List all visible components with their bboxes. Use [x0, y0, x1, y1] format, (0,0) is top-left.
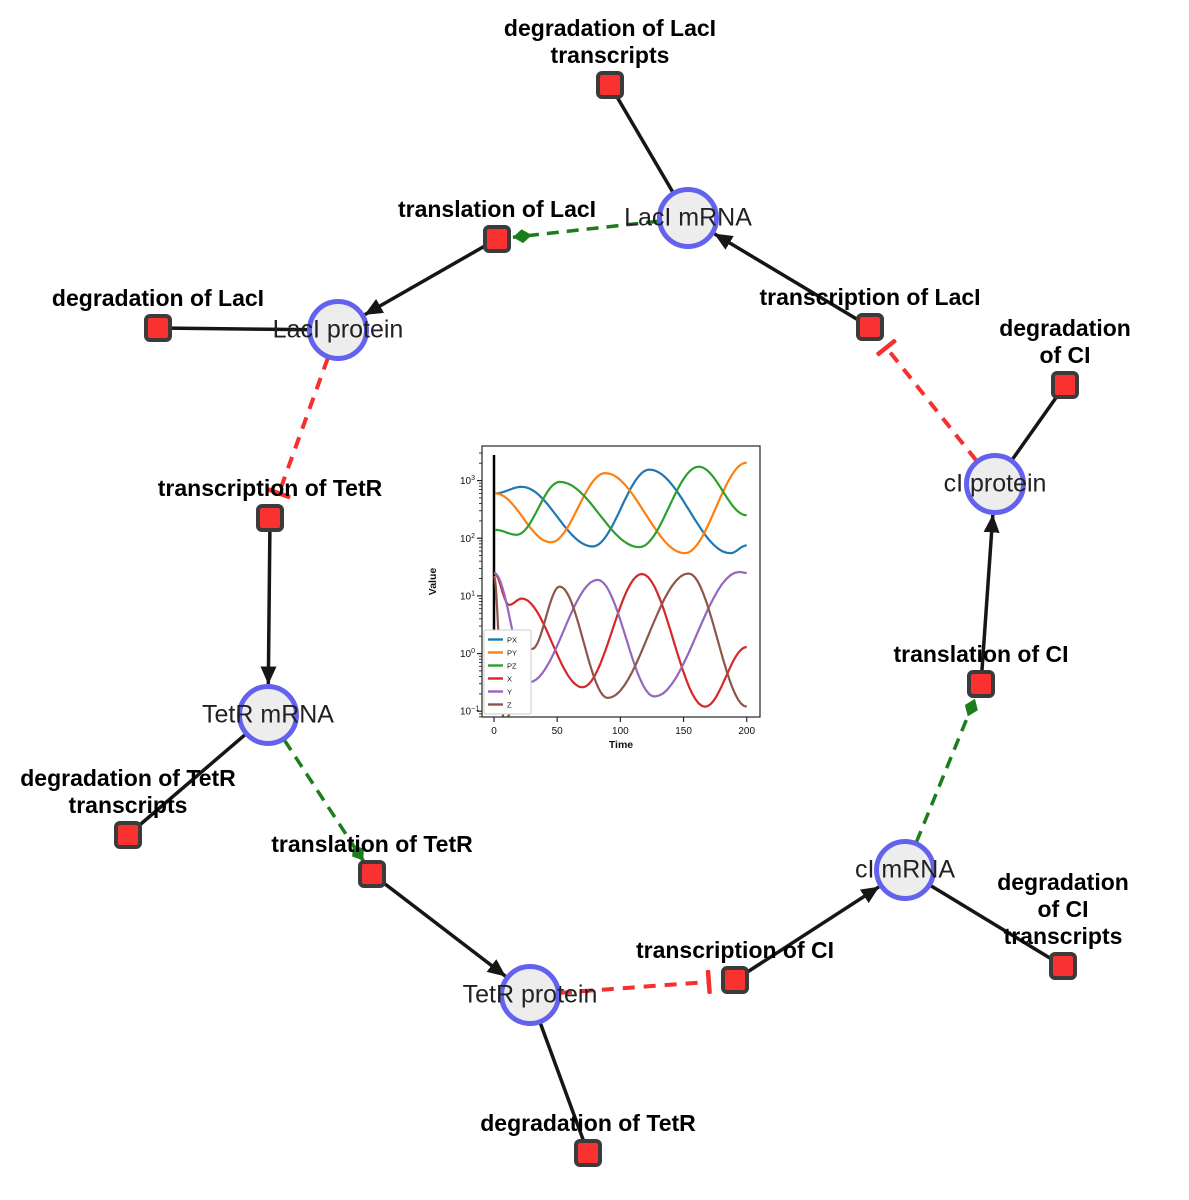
svg-text:200: 200: [738, 726, 755, 737]
svg-text:10−1: 10−1: [460, 706, 479, 718]
reaction-node-deg-laci-transcripts[interactable]: [596, 71, 624, 99]
reaction-node-translation-laci[interactable]: [483, 225, 511, 253]
svg-text:50: 50: [552, 726, 564, 737]
reaction-node-transcription-ci[interactable]: [721, 966, 749, 994]
reaction-node-deg-tetr-transcripts[interactable]: [114, 821, 142, 849]
reaction-node-deg-laci[interactable]: [144, 314, 172, 342]
reaction-node-deg-ci[interactable]: [1051, 371, 1079, 399]
svg-text:PZ: PZ: [507, 661, 517, 670]
reaction-node-translation-tetr[interactable]: [358, 860, 386, 888]
reaction-node-transcription-laci[interactable]: [856, 313, 884, 341]
svg-text:Z: Z: [507, 700, 512, 709]
reaction-node-translation-ci[interactable]: [967, 670, 995, 698]
species-node-tetr-protein[interactable]: [499, 964, 561, 1026]
reaction-node-deg-tetr[interactable]: [574, 1139, 602, 1167]
svg-text:0: 0: [491, 726, 497, 737]
svg-text:100: 100: [460, 648, 475, 660]
species-node-laci-mrna[interactable]: [657, 187, 719, 249]
svg-text:150: 150: [675, 726, 692, 737]
svg-text:X: X: [507, 674, 512, 683]
species-node-laci-protein[interactable]: [307, 299, 369, 361]
svg-text:Value: Value: [427, 568, 439, 596]
svg-text:Time: Time: [609, 739, 633, 751]
species-node-tetr-mrna[interactable]: [237, 684, 299, 746]
reaction-node-deg-ci-transcripts[interactable]: [1049, 952, 1077, 980]
species-node-ci-mrna[interactable]: [874, 839, 936, 901]
svg-text:Y: Y: [507, 687, 512, 696]
species-node-ci-protein[interactable]: [964, 453, 1026, 515]
svg-text:103: 103: [460, 475, 475, 487]
inset-chart: 0 50 100 150 200 10−1 100 101 102 103 Time Value PX P…: [424, 437, 769, 762]
reaction-node-transcription-tetr[interactable]: [256, 504, 284, 532]
svg-text:102: 102: [460, 533, 475, 545]
svg-text:100: 100: [612, 726, 629, 737]
svg-text:101: 101: [460, 590, 475, 602]
timecourse-plot: 0 50 100 150 200 10−1 100 101 102 103 Time Value PX P…: [427, 445, 761, 751]
svg-text:PY: PY: [507, 648, 517, 657]
svg-text:PX: PX: [507, 635, 517, 644]
